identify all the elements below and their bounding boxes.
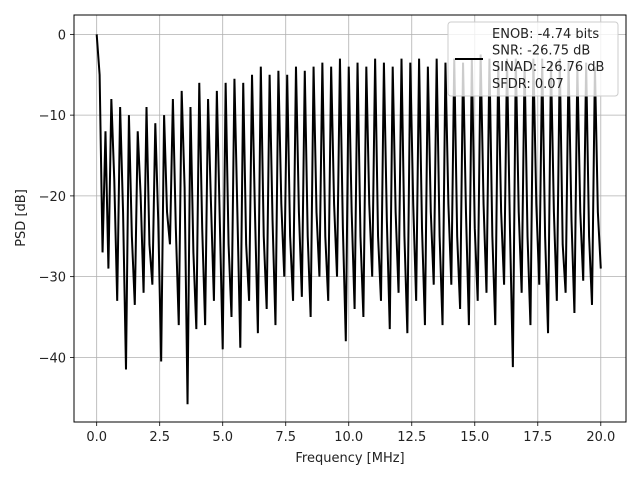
x-axis-label: Frequency [MHz] [295, 451, 404, 466]
legend-entry-text: SINAD: -26.76 dB [492, 60, 604, 75]
y-tick-label: −10 [39, 109, 66, 124]
y-tick-label: −30 [39, 271, 66, 286]
y-axis-label: PSD [dB] [14, 189, 29, 247]
x-tick-label: 5.0 [212, 430, 233, 445]
y-tick-label: 0 [58, 28, 66, 43]
y-tick-label: −20 [39, 190, 66, 205]
legend-entry-text: SNR: -26.75 dB [492, 44, 590, 59]
legend-entry-text: SFDR: 0.07 [492, 77, 564, 92]
x-tick-label: 15.0 [460, 430, 489, 445]
legend-box [447, 21, 619, 97]
axes-frame [73, 14, 627, 423]
y-tick-label: −40 [39, 351, 66, 366]
x-tick-label: 17.5 [523, 430, 552, 445]
x-tick-label: 2.5 [149, 430, 170, 445]
legend-entry-text: ENOB: -4.74 bits [492, 27, 599, 42]
x-tick-label: 12.5 [397, 430, 426, 445]
x-tick-label: 10.0 [334, 430, 363, 445]
axis-ticks: 0.0 2.5 5.0 7.5 10.0 12.5 15.0 17.5 20.0 0 −10 −20 −… [39, 28, 616, 445]
x-tick-label: 20.0 [586, 430, 615, 445]
psd-series-line [95, 34, 602, 405]
x-tick-label: 0.0 [86, 430, 107, 445]
plot-area [95, 34, 602, 405]
x-tick-label: 7.5 [275, 430, 296, 445]
